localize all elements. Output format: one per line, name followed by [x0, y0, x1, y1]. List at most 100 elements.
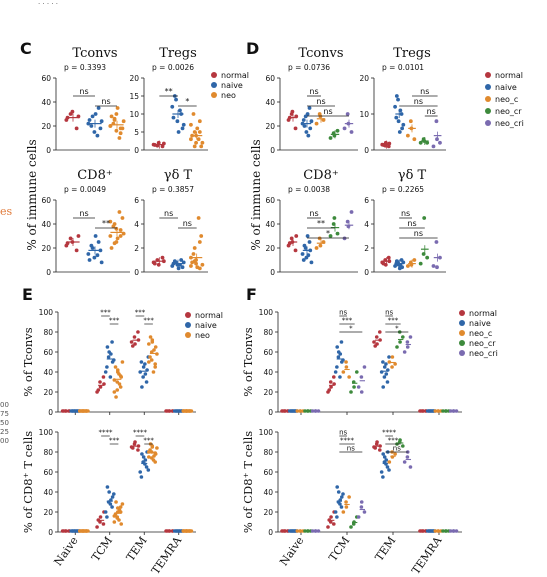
- legend-panel-d: normal naive neo_c neo_cr neo_cri: [485, 71, 524, 128]
- y-tick-label: 2: [364, 244, 369, 253]
- y-tick-label: 40: [43, 368, 53, 377]
- data-point: [352, 385, 356, 389]
- data-point: [144, 380, 149, 384]
- data-point: [362, 510, 367, 514]
- legend-label: naive: [469, 319, 491, 328]
- x-tick-label: Naive: [277, 534, 306, 568]
- top-crop-text: · · · · ·: [38, 0, 59, 8]
- data-point: [328, 136, 333, 140]
- subplot-title: γδ T: [398, 168, 427, 183]
- data-point: [390, 365, 394, 369]
- data-point: [349, 390, 353, 394]
- p-value-label: p = 0.0026: [152, 63, 194, 72]
- data-point: [139, 360, 144, 364]
- y-tick-label: 60: [263, 348, 273, 357]
- data-point: [112, 358, 116, 362]
- data-point: [141, 375, 145, 379]
- x-tick-label: TEM: [124, 534, 150, 563]
- data-point: [197, 130, 202, 134]
- y-tick-label: 40: [263, 368, 273, 377]
- data-point: [150, 338, 155, 342]
- data-point: [130, 344, 135, 348]
- data-point: [115, 516, 120, 520]
- data-point: [396, 97, 400, 102]
- data-point: [385, 465, 390, 469]
- y-tick-label: 2: [134, 244, 139, 253]
- significance-label: ns: [183, 219, 192, 228]
- data-point: [310, 529, 315, 533]
- y-tick-label: 60: [43, 348, 53, 357]
- data-point: [96, 106, 101, 110]
- legend-marker: [459, 340, 465, 346]
- data-point: [327, 388, 332, 392]
- significance-label: ns: [385, 309, 393, 317]
- significance-label: *: [349, 325, 353, 333]
- data-point: [92, 255, 97, 260]
- data-point: [112, 390, 117, 394]
- x-tick-label: TEMRA: [149, 533, 185, 576]
- data-point: [408, 465, 413, 469]
- data-point: [302, 243, 307, 248]
- data-point: [300, 252, 305, 256]
- legend-label: normal: [221, 71, 249, 80]
- significance-label: ns: [420, 87, 429, 96]
- data-point: [114, 500, 118, 504]
- y-tick-label: 100: [39, 308, 54, 317]
- data-point: [344, 360, 348, 364]
- data-point: [393, 104, 397, 109]
- data-point: [405, 340, 410, 344]
- data-point: [384, 458, 389, 462]
- data-point: [132, 335, 137, 339]
- significance-label: ***: [143, 317, 154, 325]
- y-tick-label: 6: [134, 196, 139, 205]
- data-point: [195, 265, 200, 270]
- subplot-c-0: Tconvs p = 0.3393 0 20 40 60 ns ns: [41, 46, 130, 155]
- subplot-title: CD8⁺: [303, 168, 339, 183]
- data-point: [418, 261, 423, 266]
- data-point: [160, 144, 165, 149]
- data-point: [387, 360, 392, 364]
- y-tick-label: 0: [364, 268, 369, 277]
- y-tick-label: 5: [134, 128, 139, 137]
- data-point: [143, 458, 148, 462]
- significance-label: ns: [79, 209, 88, 218]
- data-point: [89, 243, 94, 248]
- data-point: [136, 330, 140, 334]
- data-point: [382, 375, 387, 379]
- data-point: [78, 409, 82, 413]
- data-point: [349, 525, 353, 529]
- significance-label: ****: [98, 429, 113, 437]
- data-point: [99, 119, 104, 124]
- legend-marker: [211, 72, 217, 78]
- data-point: [378, 448, 382, 452]
- data-point: [139, 475, 144, 479]
- data-point: [90, 114, 95, 119]
- data-point: [344, 365, 349, 369]
- data-point: [105, 485, 110, 489]
- significance-label: ***: [135, 309, 146, 317]
- data-point: [147, 450, 151, 454]
- significance-label: ns: [339, 309, 347, 317]
- x-tick-label: TCM: [89, 534, 115, 564]
- legend-marker: [211, 92, 217, 98]
- data-point: [192, 144, 197, 149]
- y-tick-label: 20: [359, 74, 369, 83]
- data-point: [396, 119, 401, 124]
- data-point: [118, 228, 123, 232]
- data-point: [176, 266, 181, 271]
- data-point: [301, 118, 306, 122]
- significance-label: ****: [133, 429, 148, 437]
- data-point: [393, 452, 397, 456]
- data-point: [138, 470, 142, 474]
- data-point: [398, 438, 402, 442]
- data-point: [441, 409, 445, 413]
- data-point: [111, 224, 116, 229]
- data-point: [199, 234, 204, 238]
- data-point: [340, 495, 344, 499]
- data-point: [387, 460, 392, 464]
- data-point: [147, 455, 151, 459]
- data-point: [138, 370, 142, 374]
- data-point: [140, 452, 144, 456]
- y-tick-label: 4: [364, 220, 369, 229]
- significance-label: ns: [393, 445, 401, 453]
